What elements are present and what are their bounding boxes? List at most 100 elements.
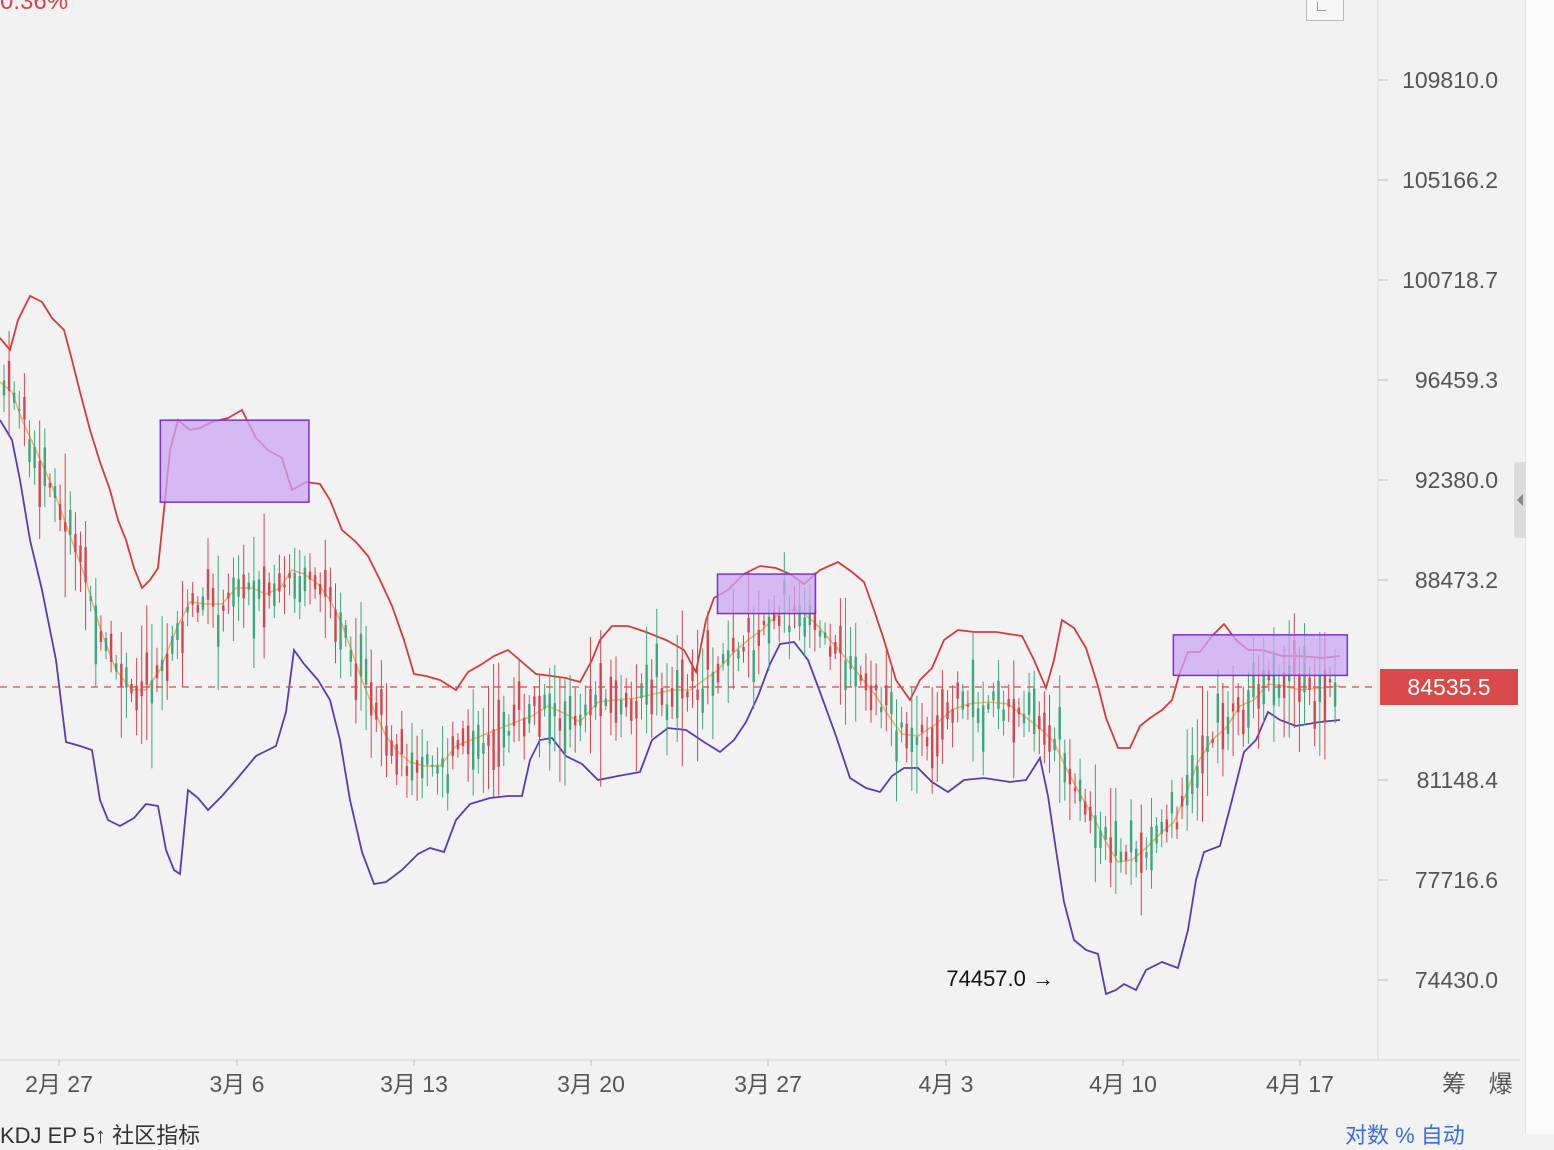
candle-body	[43, 447, 46, 487]
x-tick-label: 4月 10	[1089, 1071, 1157, 1097]
y-tick-label: 92380.0	[1415, 467, 1498, 493]
candle-body	[961, 691, 964, 710]
candle-body	[1104, 826, 1107, 840]
candle-body	[436, 764, 439, 774]
candle-body	[400, 729, 403, 754]
candle-body	[553, 703, 556, 717]
candle-body	[844, 660, 847, 690]
candle-body	[252, 580, 256, 639]
candle-body	[543, 694, 546, 709]
candles	[2, 330, 1337, 916]
candle-body	[635, 700, 638, 719]
candle-body	[380, 688, 383, 715]
candle-body	[349, 649, 352, 662]
candle-body	[1308, 677, 1311, 690]
candle-body	[58, 504, 62, 520]
corner-toggle-button[interactable]	[1306, 0, 1344, 21]
candle-body	[1160, 821, 1163, 834]
candle-body	[630, 699, 633, 721]
candle-body	[64, 522, 67, 532]
lower-band-line	[0, 419, 1341, 996]
candle-body	[395, 744, 398, 775]
last-price-marker: 84535.5	[0, 669, 1518, 705]
candle-body	[222, 605, 225, 612]
highlight-box	[1172, 634, 1349, 677]
candle-body	[477, 724, 480, 759]
candle-body	[1328, 678, 1332, 683]
candle-body	[681, 659, 684, 699]
candle-body	[982, 705, 985, 752]
candle-body	[1094, 815, 1097, 849]
candle-body	[431, 764, 434, 767]
candle-body	[38, 460, 41, 507]
candle-body	[1333, 682, 1337, 707]
candle-body	[1180, 795, 1184, 807]
candle-body	[691, 665, 694, 682]
candle-body	[757, 629, 760, 646]
candle-body	[533, 696, 536, 707]
candle-body	[257, 579, 261, 599]
candle-body	[262, 566, 266, 628]
candle-body	[1196, 766, 1199, 788]
y-tick-label: 100718.7	[1402, 267, 1498, 293]
candle-body	[171, 636, 174, 654]
candle-body	[84, 547, 87, 583]
candle-body	[589, 688, 592, 716]
candle-body	[1002, 709, 1005, 721]
candle-body	[747, 617, 750, 633]
candle-body	[28, 439, 31, 463]
candle-body	[1318, 675, 1321, 702]
candle-body	[1058, 706, 1061, 740]
candle-body	[232, 577, 235, 607]
candle-body	[1237, 697, 1240, 713]
candle-body	[915, 736, 919, 746]
candle-body	[1155, 825, 1158, 844]
candle-body	[864, 673, 868, 691]
candle-body	[1027, 692, 1031, 715]
candle-body	[584, 704, 587, 716]
candle-body	[1073, 787, 1077, 792]
candle-body	[548, 693, 551, 745]
candle-body	[951, 709, 954, 723]
candle-body	[1282, 672, 1286, 698]
candle-body	[1211, 738, 1214, 743]
candle-body	[293, 572, 296, 599]
candle-body	[186, 606, 189, 613]
x-axis: 2月 27 3月 6 3月 13 3月 20 3月 27 4月 3 4月 10 4月 17	[25, 1060, 1334, 1097]
candle-body	[273, 583, 276, 606]
collapse-panel-handle[interactable]	[1514, 462, 1526, 538]
candle-body	[594, 694, 597, 708]
scale-options[interactable]: 对数 % 自动	[1345, 1123, 1465, 1148]
candle-body	[1033, 688, 1036, 735]
candle-body	[813, 609, 817, 630]
candle-body	[614, 680, 618, 723]
candle-body	[1242, 709, 1245, 735]
candle-body	[1226, 716, 1230, 734]
candle-body	[33, 446, 36, 469]
x-tick-label: 3月 6	[210, 1071, 265, 1097]
candle-body	[2, 380, 6, 396]
bollinger-bands	[0, 294, 1341, 996]
candle-body	[1257, 683, 1260, 709]
candle-body	[900, 722, 903, 728]
candle-body	[155, 665, 159, 679]
candle-body	[196, 604, 199, 613]
candle-body	[48, 482, 52, 488]
candle-body	[767, 616, 771, 644]
candle-body	[120, 663, 123, 688]
indicator-tabs[interactable]: KDJ EP 5↑ 社区指标	[0, 1123, 201, 1148]
candle-body	[339, 612, 342, 650]
candle-body	[1043, 712, 1046, 745]
candle-body	[135, 685, 138, 711]
side-tool-labels[interactable]: 筹 爆	[1442, 1071, 1521, 1098]
candle-body	[507, 731, 511, 736]
upper-band-line	[0, 294, 1341, 749]
candle-body	[1145, 852, 1148, 858]
candle-body	[405, 766, 409, 776]
candle-body	[176, 623, 179, 640]
candle-body	[145, 652, 148, 685]
candle-body	[732, 637, 735, 652]
candle-body	[558, 718, 562, 731]
candle-body	[625, 692, 628, 708]
candle-body	[1252, 662, 1255, 698]
